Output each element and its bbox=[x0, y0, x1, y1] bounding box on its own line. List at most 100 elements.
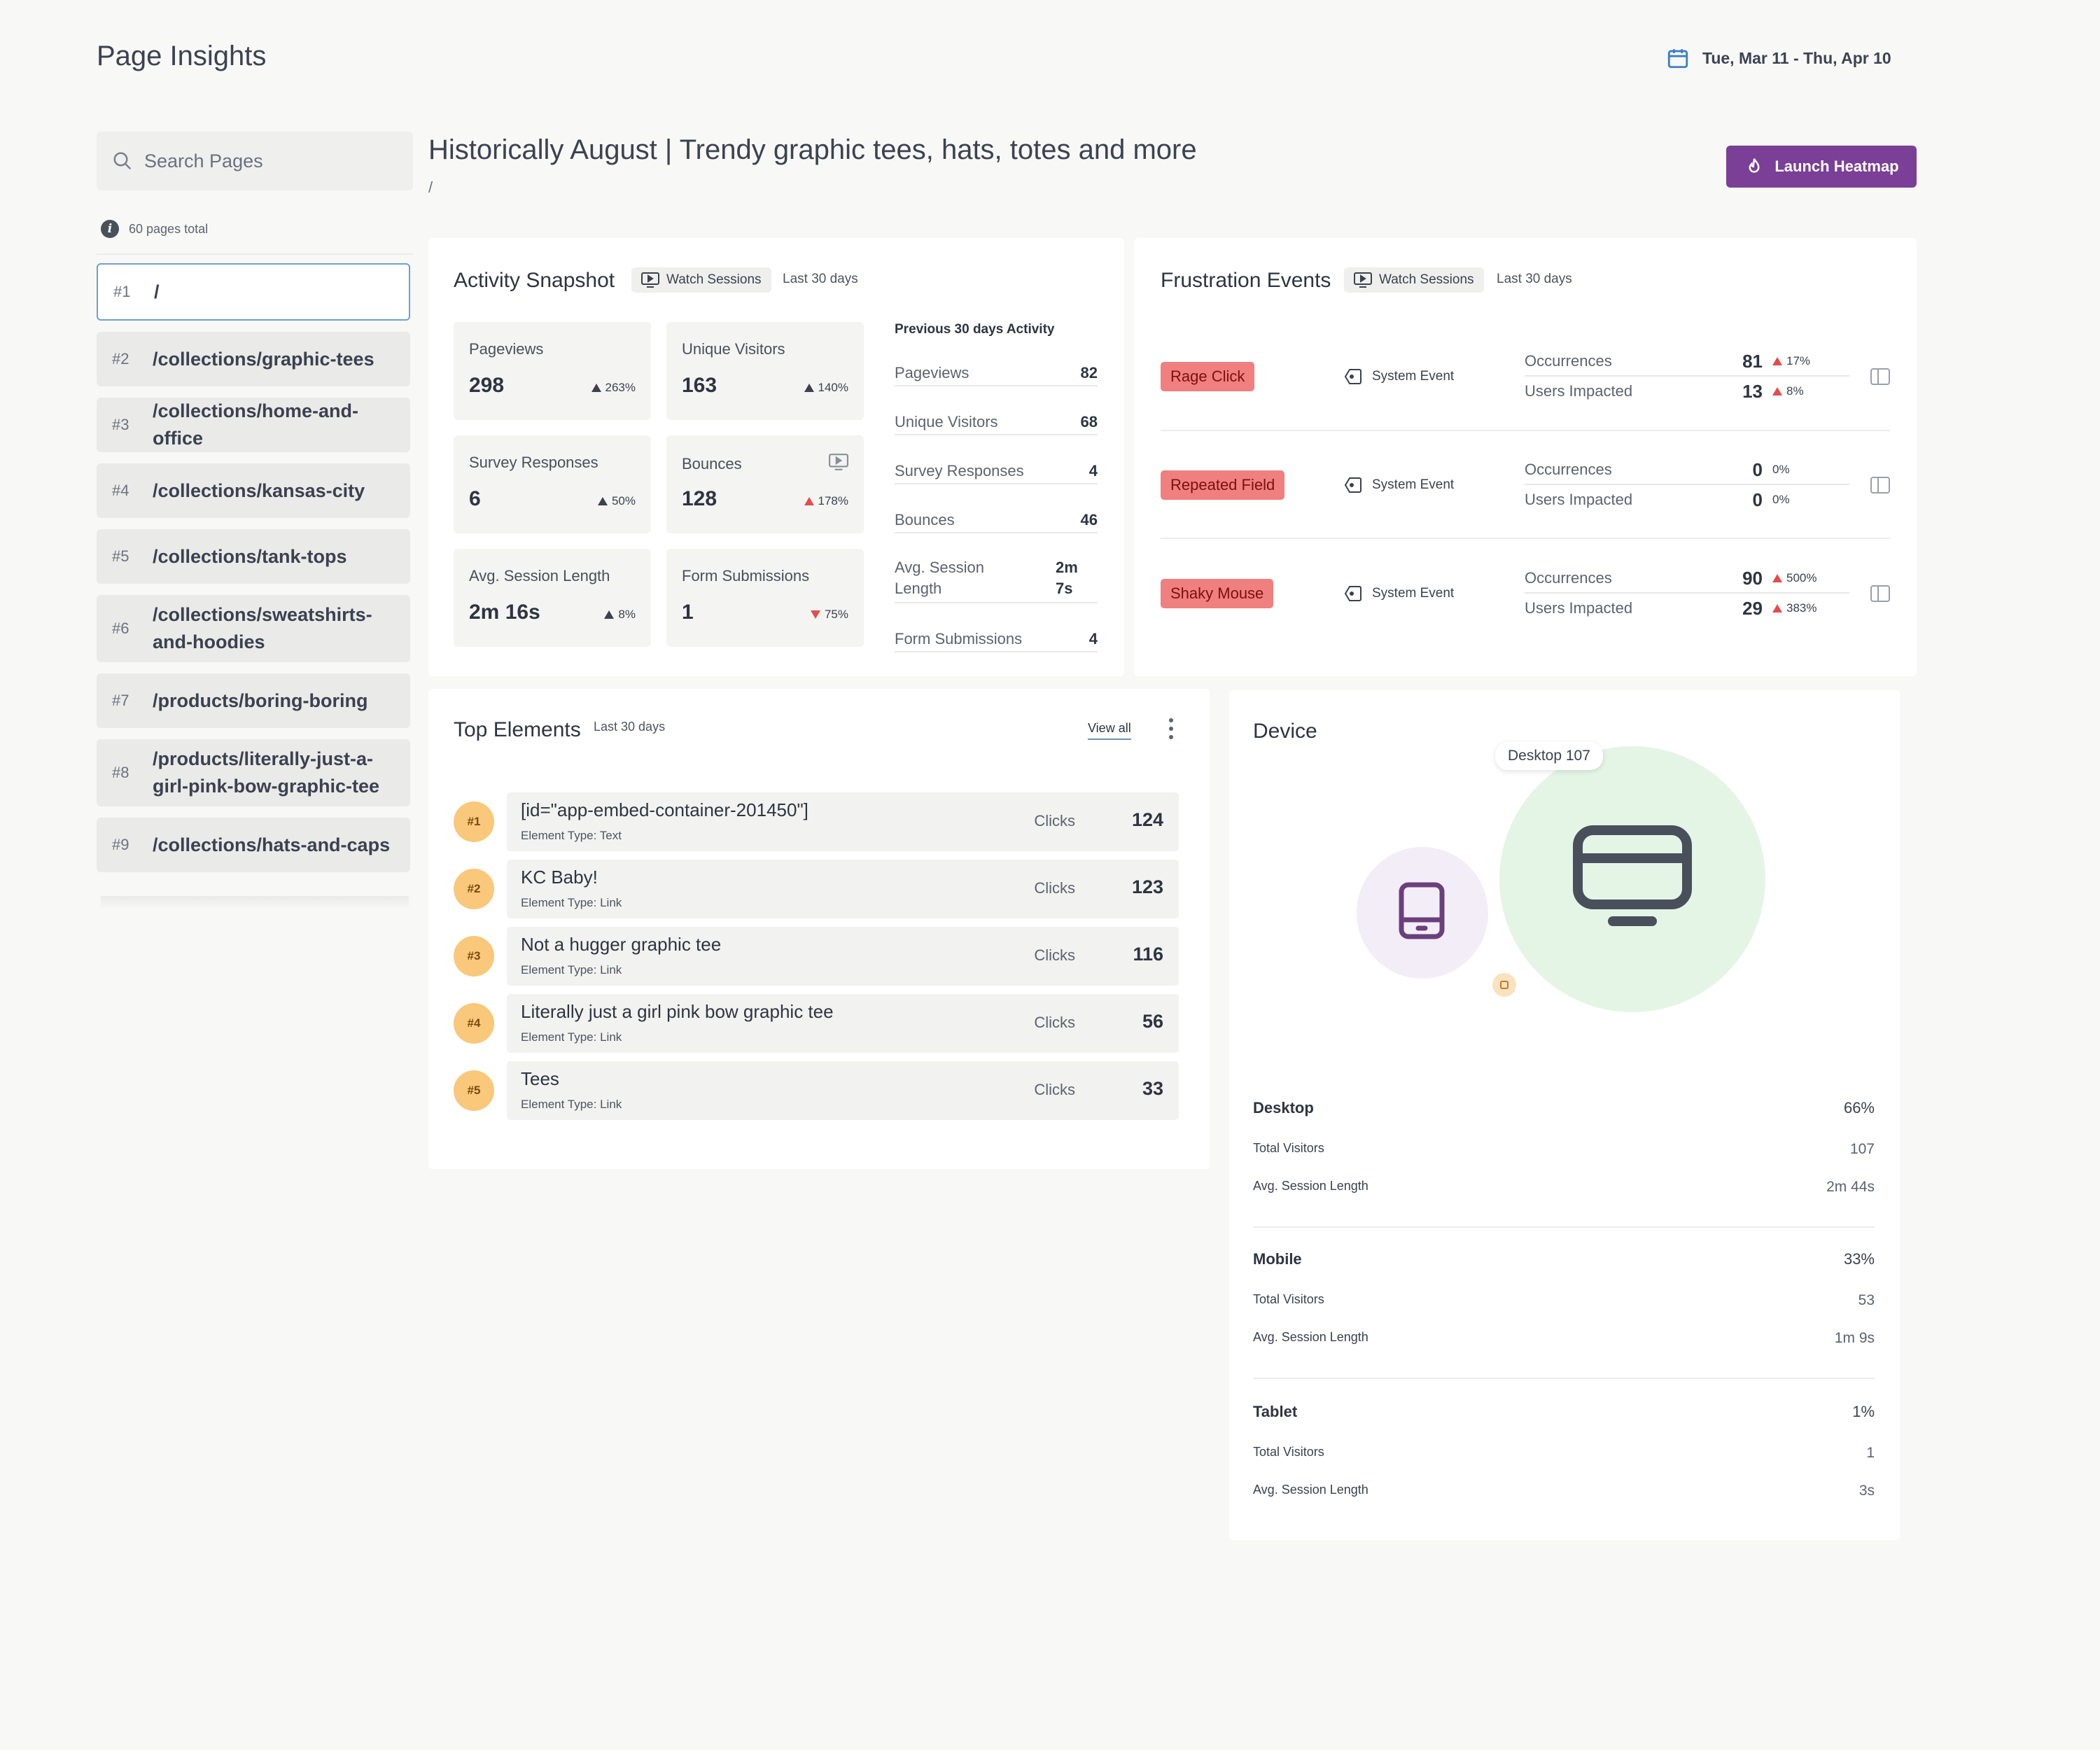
previous-activity: Previous 30 days Activity Pageviews 82 Un… bbox=[895, 322, 1098, 658]
arrow-up-icon bbox=[804, 497, 814, 505]
metric-delta: 0% bbox=[1772, 493, 1790, 507]
element-type: Element Type: Link bbox=[521, 1098, 622, 1111]
watch-sessions-button[interactable]: Watch Sessions bbox=[631, 267, 771, 293]
element-row[interactable]: #4 Literally just a girl pink bow graphi… bbox=[454, 994, 1179, 1053]
tag-icon bbox=[1344, 477, 1362, 493]
stat-value: 298 bbox=[469, 374, 505, 397]
frustration-period: Last 30 days bbox=[1497, 272, 1572, 286]
device-divider bbox=[1253, 1226, 1875, 1228]
frustration-metrics: Occurrences 90 500% Users Impacted 29 383% bbox=[1525, 564, 1849, 623]
total-visitors-label: Total Visitors bbox=[1253, 1445, 1324, 1459]
element-clicks-label: Clicks bbox=[1034, 812, 1075, 830]
element-row[interactable]: #3 Not a hugger graphic tee Element Type… bbox=[454, 927, 1179, 986]
flame-icon bbox=[1749, 158, 1760, 173]
side-panel-icon[interactable] bbox=[1870, 585, 1890, 602]
element-name: Tees bbox=[521, 1068, 559, 1089]
metric-label: Users Impacted bbox=[1525, 382, 1633, 400]
mobile-bubble[interactable] bbox=[1357, 847, 1488, 979]
element-row[interactable]: #2 KC Baby! Element Type: Link Clicks 12… bbox=[454, 860, 1179, 918]
page-item-label: /collections/kansas-city bbox=[153, 479, 365, 501]
element-click-count: 124 bbox=[1131, 809, 1163, 830]
page-item[interactable]: #2/collections/graphic-tees bbox=[97, 332, 410, 386]
stat-delta-value: 178% bbox=[818, 494, 848, 507]
page-item[interactable]: #3/collections/home-and-office bbox=[97, 398, 410, 452]
stat-unique-visitors: Unique Visitors 163 140% bbox=[666, 322, 864, 420]
stat-value: 128 bbox=[682, 487, 718, 510]
watch-sessions-button[interactable]: Watch Sessions bbox=[1344, 267, 1484, 293]
element-clicks-label: Clicks bbox=[1034, 1014, 1075, 1031]
page-item-label: /products/boring-boring bbox=[153, 690, 368, 711]
activity-title: Activity Snapshot bbox=[454, 269, 615, 292]
frustration-row-rage-click[interactable]: Rage Click System Event Occurrences 81 17%… bbox=[1161, 322, 1890, 431]
page-item[interactable]: #8/products/literally-just-a-girl-pink-b… bbox=[97, 739, 410, 806]
page-item-num: #9 bbox=[112, 836, 130, 853]
previous-label: Unique Visitors bbox=[895, 413, 998, 430]
previous-row: Avg. Session Length 2m 7s bbox=[895, 553, 1098, 603]
frustration-metrics: Occurrences 81 17% Users Impacted 13 8% bbox=[1525, 347, 1849, 406]
element-rank: #1 bbox=[454, 802, 494, 842]
tablet-icon bbox=[1500, 981, 1508, 989]
session-row: Avg. Session Length 2m 44s bbox=[1253, 1179, 1875, 1196]
metric-delta-value: 0% bbox=[1772, 493, 1790, 506]
metric-value: 13 bbox=[1742, 380, 1763, 402]
metric-delta: 383% bbox=[1772, 601, 1816, 615]
monitor-play-icon[interactable] bbox=[829, 454, 848, 470]
total-visitors-row: Total Visitors 53 bbox=[1253, 1292, 1875, 1309]
tablet-bubble[interactable] bbox=[1492, 973, 1516, 997]
stat-delta-value: 75% bbox=[824, 608, 848, 621]
total-visitors-value: 107 bbox=[1849, 1141, 1875, 1157]
pages-total: i 60 pages total bbox=[101, 220, 208, 238]
metric-value: 29 bbox=[1742, 597, 1763, 619]
element-bar: KC Baby! Element Type: Link Clicks 123 bbox=[507, 860, 1179, 918]
page-item-num: #4 bbox=[112, 482, 130, 499]
metric-label: Occurrences bbox=[1525, 461, 1612, 478]
previous-value: 82 bbox=[1080, 364, 1098, 382]
page-item[interactable]: #1 / bbox=[97, 263, 410, 321]
frustration-row-repeated-field[interactable]: Repeated Field System Event Occurrences 0… bbox=[1161, 431, 1890, 539]
stat-delta-value: 140% bbox=[818, 381, 848, 394]
session-value: 2m 44s bbox=[1826, 1179, 1875, 1195]
info-icon: i bbox=[101, 220, 119, 238]
stat-pageviews: Pageviews 298 263% bbox=[454, 322, 651, 420]
metric-delta-value: 500% bbox=[1786, 571, 1817, 584]
previous-label: Survey Responses bbox=[895, 462, 1024, 479]
page-item[interactable]: #4/collections/kansas-city bbox=[97, 463, 410, 518]
view-all-link[interactable]: View all bbox=[1088, 721, 1131, 740]
frustration-row-shaky-mouse[interactable]: Shaky Mouse System Event Occurrences 90 50… bbox=[1161, 539, 1890, 648]
page-title: Page Insights bbox=[97, 41, 267, 71]
occurrences-row: Occurrences 90 500% bbox=[1525, 564, 1849, 594]
stat-delta: 75% bbox=[810, 608, 848, 622]
page-item[interactable]: #5/collections/tank-tops bbox=[97, 529, 410, 584]
element-row[interactable]: #5 Tees Element Type: Link Clicks 33 bbox=[454, 1061, 1179, 1120]
stat-avg-session: Avg. Session Length 2m 16s 8% bbox=[454, 549, 651, 647]
frustration-badge: Shaky Mouse bbox=[1161, 579, 1274, 608]
mobile-icon bbox=[1399, 882, 1445, 939]
device-name: Mobile bbox=[1253, 1250, 1302, 1268]
previous-row: Unique Visitors 68 bbox=[895, 406, 1098, 435]
page-item[interactable]: #9/collections/hats-and-caps bbox=[97, 818, 410, 872]
page-item-label: / bbox=[154, 281, 160, 302]
element-bar: Tees Element Type: Link Clicks 33 bbox=[507, 1061, 1179, 1120]
search-input[interactable]: Search Pages bbox=[97, 132, 413, 190]
date-range-picker[interactable]: Tue, Mar 11 - Thu, Apr 10 bbox=[1666, 46, 1891, 70]
metric-delta-value: 383% bbox=[1786, 601, 1817, 615]
element-name: [id="app-embed-container-201450"] bbox=[521, 799, 808, 820]
page-item-num: #2 bbox=[112, 350, 130, 368]
metric-delta: 8% bbox=[1772, 384, 1804, 398]
arrow-up-icon bbox=[597, 497, 608, 505]
more-options-icon[interactable] bbox=[1169, 718, 1173, 743]
side-panel-icon[interactable] bbox=[1870, 477, 1890, 493]
element-rank: #5 bbox=[454, 1070, 494, 1111]
element-row[interactable]: #1 [id="app-embed-container-201450"] Ele… bbox=[454, 792, 1179, 851]
metric-delta-value: 17% bbox=[1786, 354, 1811, 368]
stat-delta: 8% bbox=[604, 608, 636, 622]
stat-label: Unique Visitors bbox=[682, 340, 785, 358]
side-panel-icon[interactable] bbox=[1870, 368, 1890, 385]
page-item[interactable]: #6/collections/sweatshirts-and-hoodies bbox=[97, 595, 410, 662]
main-page-path: / bbox=[428, 178, 433, 196]
element-type: Element Type: Link bbox=[521, 1030, 622, 1044]
session-row: Avg. Session Length 3s bbox=[1253, 1483, 1875, 1499]
launch-heatmap-button[interactable]: Launch Heatmap bbox=[1726, 146, 1917, 188]
desktop-bubble[interactable] bbox=[1499, 746, 1765, 1012]
page-item[interactable]: #7/products/boring-boring bbox=[97, 673, 410, 728]
